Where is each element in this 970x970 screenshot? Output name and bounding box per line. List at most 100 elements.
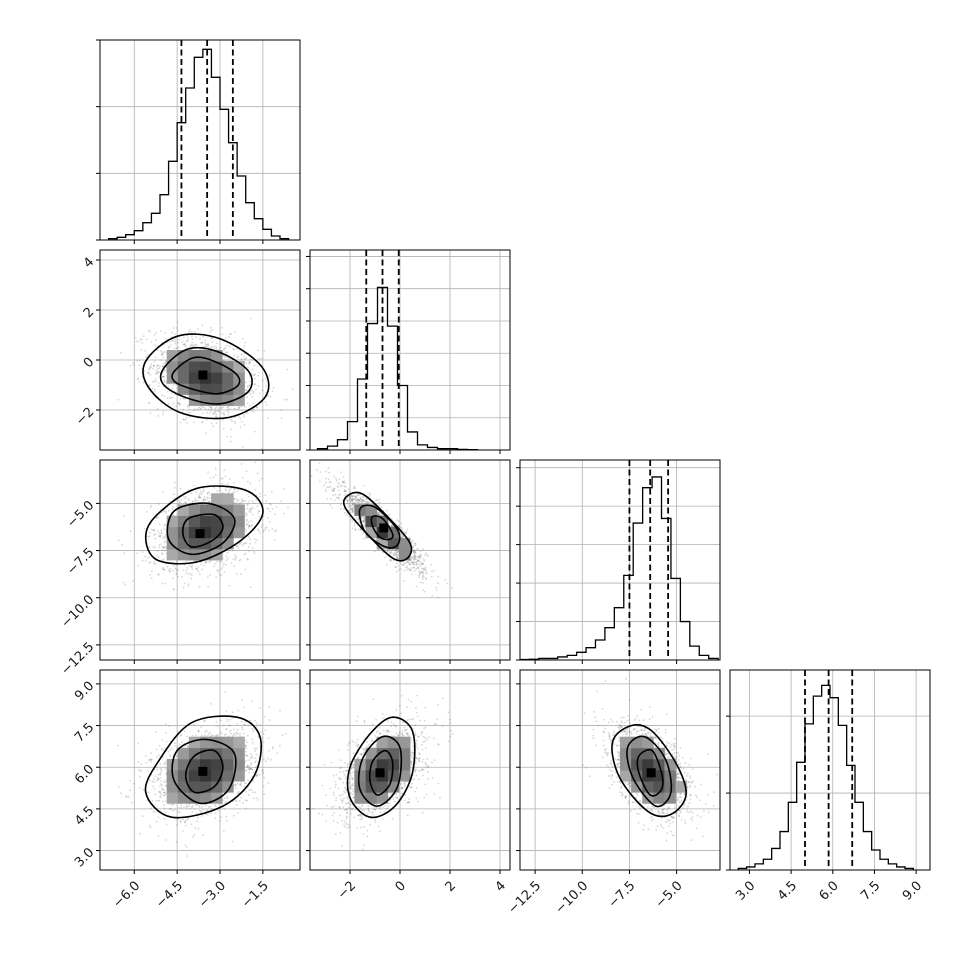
- sample-point: [343, 482, 346, 484]
- sample-point: [204, 498, 207, 501]
- sample-point: [354, 494, 357, 497]
- sample-point: [376, 513, 379, 516]
- sample-point: [328, 486, 330, 489]
- contour-level-3: [342, 491, 413, 562]
- sample-point: [165, 533, 168, 536]
- sample-point: [177, 575, 180, 578]
- sample-point: [170, 804, 173, 806]
- sample-point: [151, 780, 154, 783]
- density-cell: [166, 537, 179, 550]
- sample-point: [190, 335, 193, 338]
- sample-point: [403, 562, 406, 565]
- sample-point: [352, 501, 355, 504]
- density-cell: [376, 526, 389, 539]
- sample-point: [264, 527, 267, 530]
- sample-point: [412, 558, 415, 561]
- sample-point: [162, 365, 164, 368]
- sample-point: [258, 510, 261, 513]
- sample-point: [162, 537, 165, 540]
- density-cell: [233, 515, 245, 528]
- sample-point: [338, 483, 341, 486]
- density-cell: [233, 394, 245, 406]
- sample-point: [305, 475, 307, 477]
- sample-point: [216, 410, 219, 412]
- sample-point: [184, 418, 187, 421]
- density-cell: [211, 383, 223, 395]
- sample-point: [178, 346, 180, 349]
- sample-point: [253, 383, 256, 386]
- sample-point: [209, 409, 212, 411]
- sample-point: [349, 498, 351, 501]
- sample-point: [233, 488, 236, 490]
- sample-point: [366, 503, 368, 505]
- sample-point: [145, 338, 148, 341]
- sample-point: [172, 588, 175, 590]
- sample-point: [249, 509, 252, 511]
- sample-point: [235, 502, 238, 504]
- sample-point: [166, 397, 169, 399]
- sample-point: [164, 369, 167, 371]
- sample-point: [203, 564, 205, 567]
- sample-point: [250, 756, 253, 759]
- sample-point: [398, 520, 400, 523]
- sample-point: [368, 495, 371, 498]
- sample-point: [250, 520, 252, 522]
- sample-point: [350, 495, 352, 498]
- sample-point: [322, 484, 325, 487]
- sample-point: [171, 507, 174, 510]
- sample-point: [215, 576, 218, 578]
- sample-point: [133, 782, 136, 785]
- histogram-bars: [107, 48, 290, 240]
- contour-level-3: [144, 485, 264, 565]
- sample-point: [358, 521, 361, 524]
- sample-point: [333, 487, 336, 490]
- sample-point: [223, 359, 226, 362]
- sample-point: [194, 331, 196, 333]
- sample-point: [248, 384, 251, 386]
- sample-point: [244, 358, 247, 360]
- sample-point: [156, 549, 159, 552]
- sample-point: [163, 331, 166, 334]
- sample-point: [248, 525, 250, 527]
- sample-point: [163, 795, 166, 797]
- sample-point: [228, 357, 231, 360]
- sample-point: [324, 489, 327, 491]
- sample-point: [363, 502, 366, 505]
- sample-point: [196, 499, 199, 502]
- sample-point: [332, 489, 334, 492]
- sample-point: [244, 568, 247, 571]
- sample-point: [191, 568, 194, 571]
- sample-point: [172, 513, 174, 516]
- sample-point: [256, 539, 258, 542]
- sample-point: [421, 563, 424, 566]
- sample-point: [157, 516, 160, 519]
- sample-point: [422, 568, 425, 571]
- sample-point: [153, 360, 156, 363]
- sample-point: [239, 405, 241, 408]
- sample-point: [243, 543, 245, 545]
- sample-point: [380, 512, 382, 515]
- density-panel-4-1: [100, 670, 300, 870]
- sample-point: [396, 570, 398, 573]
- sample-point: [199, 337, 201, 340]
- density-cell: [222, 372, 234, 384]
- sample-point: [207, 408, 210, 411]
- sample-point: [326, 498, 328, 500]
- sample-point: [231, 420, 233, 422]
- sample-point: [174, 342, 177, 345]
- sample-point: [333, 499, 336, 502]
- density-cell: [211, 526, 223, 539]
- sample-point: [194, 499, 197, 502]
- sample-point: [220, 568, 223, 570]
- sample-point: [200, 810, 202, 813]
- sample-point: [354, 495, 356, 498]
- sample-point: [253, 552, 256, 555]
- sample-point: [280, 500, 282, 502]
- sample-point: [225, 563, 228, 566]
- sample-point: [411, 560, 414, 563]
- sample-point: [413, 551, 416, 554]
- sample-point: [421, 562, 424, 565]
- sample-point: [345, 514, 348, 516]
- sample-point: [363, 521, 366, 524]
- sample-point: [363, 525, 366, 527]
